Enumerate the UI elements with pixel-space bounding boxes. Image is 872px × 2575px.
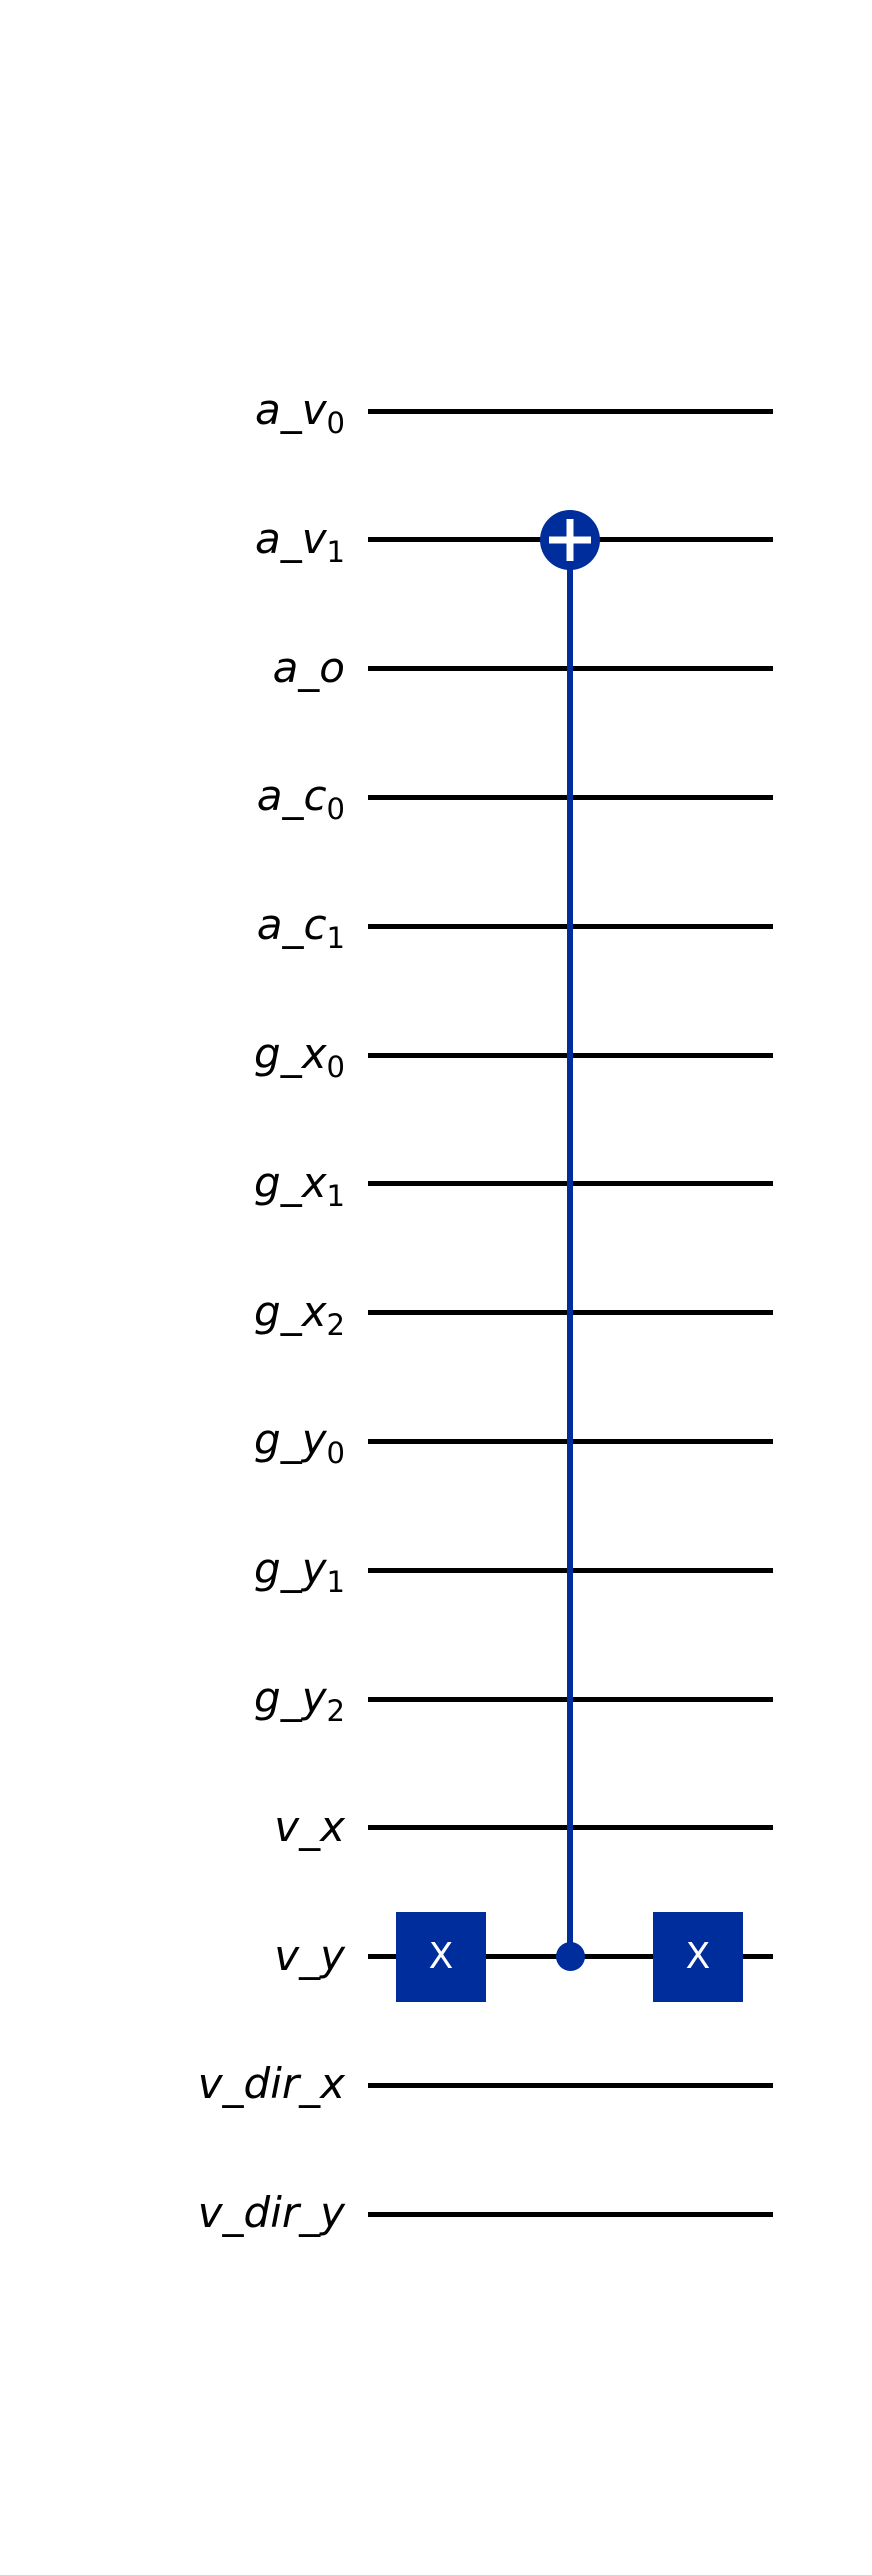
cx-control-dot [555,1942,585,1972]
qubit-label-base: v_x [274,1801,345,1851]
qubit-label-base: v_dir_x [197,2059,345,2109]
qubit-label-v_y: v_y [274,1934,345,1977]
qubit-label-v_x: v_x [274,1805,345,1848]
qubit-label-g_y0: g_y0 [254,1419,345,1468]
qubit-label-subscript: 2 [326,1307,345,1342]
qubit-label-subscript: 2 [326,1694,345,1729]
qubit-label-base: a_v [254,385,327,435]
qubit-label-a_c0: a_c0 [257,775,345,824]
qubit-label-base: a_c [256,771,327,821]
x-gate-box: X [396,1911,486,2002]
qubit-label-base: a_c [256,900,327,950]
qubit-label-g_x0: g_x0 [254,1033,345,1082]
qubit-label-subscript: 0 [326,1436,345,1471]
qubit-label-g_y2: g_y2 [254,1677,345,1726]
qubit-label-g_x1: g_x1 [254,1161,345,1210]
plus-vertical-bar [566,518,574,561]
x-gate-label: X [685,1935,711,1977]
qubit-label-base: v_dir_y [197,2188,345,2238]
qubit-label-base: v_y [274,1930,345,1980]
cx-target-plus-icon [540,509,600,570]
qubit-label-a_v0: a_v0 [255,389,345,438]
cx-connector-line [567,539,573,1957]
qubit-label-v_dir_x: v_dir_x [198,2063,345,2106]
qubit-label-subscript: 1 [326,1178,345,1213]
qubit-label-base: g_x [254,1157,327,1207]
qubit-label-subscript: 1 [326,921,345,956]
qubit-label-g_x2: g_x2 [254,1290,345,1339]
qubit-label-base: g_y [254,1544,327,1594]
qubit-label-base: a_v [254,513,327,563]
qubit-label-a_c1: a_c1 [257,904,345,953]
x-gate-label: X [428,1935,454,1977]
qubit-label-v_dir_y: v_dir_y [198,2192,345,2234]
qubit-label-subscript: 1 [326,1565,345,1600]
qubit-label-base: g_y [254,1673,327,1723]
qubit-label-a_o: a_o [273,646,345,689]
qubit-label-subscript: 0 [326,792,345,827]
qubit-label-subscript: 0 [326,1050,345,1085]
qubit-label-base: g_x [254,1286,327,1336]
x-gate-box: X [653,1911,743,2002]
qubit-label-subscript: 1 [326,534,345,569]
qubit-label-base: a_o [272,642,345,692]
qubit-label-base: g_y [254,1415,327,1465]
qubit-label-a_v1: a_v1 [255,517,345,566]
qubit-label-subscript: 0 [326,406,345,441]
qubit-label-g_y1: g_y1 [254,1548,345,1597]
qubit-label-base: g_x [254,1029,327,1079]
qubit-wire-v_dir_x [368,2082,773,2088]
qubit-wire-a_v0 [368,408,773,414]
qubit-wire-v_dir_y [368,2211,773,2217]
